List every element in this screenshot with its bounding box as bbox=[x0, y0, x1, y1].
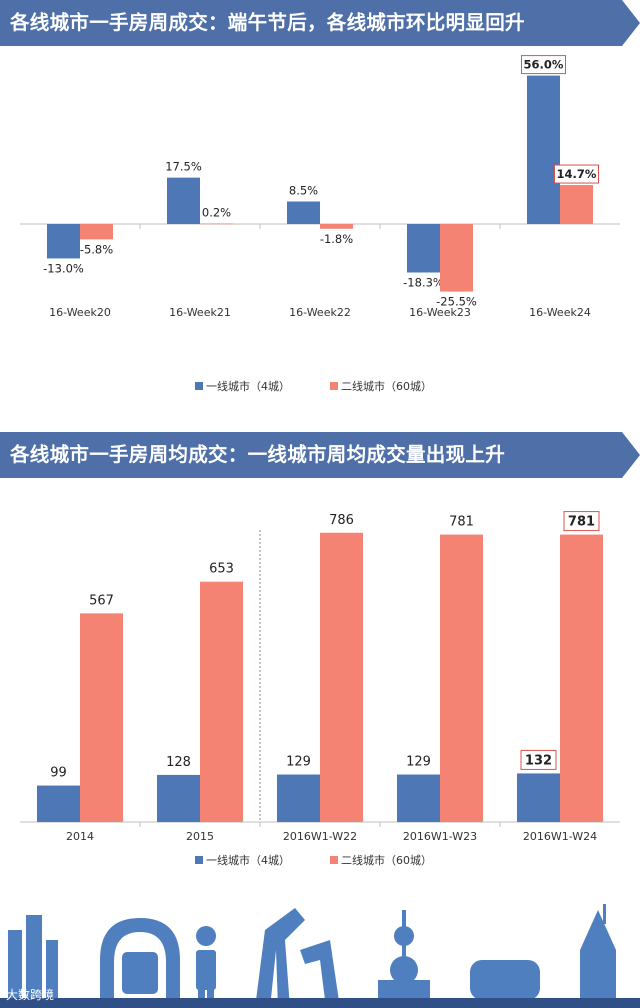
bar-tier2 bbox=[200, 223, 233, 225]
bar-tier2 bbox=[320, 224, 353, 229]
bar-tier1 bbox=[397, 774, 440, 822]
bar-tier1 bbox=[157, 774, 200, 822]
data-label: 99 bbox=[50, 766, 67, 781]
bar-tier1 bbox=[527, 75, 560, 224]
highlight-box bbox=[520, 749, 557, 770]
skyscraper-icon bbox=[580, 910, 616, 1008]
data-label: 653 bbox=[209, 562, 234, 577]
skyline-illustration bbox=[0, 904, 640, 1008]
data-label: 0.2% bbox=[202, 205, 231, 219]
x-tick-label: 2016W1-W23 bbox=[403, 830, 477, 843]
data-label: 129 bbox=[406, 755, 431, 770]
bar-tier2 bbox=[200, 581, 243, 822]
x-tick-label: 2016W1-W24 bbox=[523, 830, 597, 843]
data-label: 567 bbox=[89, 593, 114, 608]
chart1: 16-Week20 -13.0% -5.8% 16-Week21 17.5% 0.2% 16… bbox=[20, 55, 620, 393]
x-tick-label: 2016W1-W22 bbox=[283, 830, 357, 843]
legend-label: 一线城市（4城） bbox=[206, 379, 290, 393]
data-label: 781 bbox=[449, 515, 474, 530]
data-label: 781 bbox=[568, 515, 595, 530]
tower-icon bbox=[394, 926, 414, 946]
legend-swatch bbox=[330, 382, 338, 390]
bus-icon bbox=[470, 960, 540, 1000]
data-label: 14.7% bbox=[557, 167, 597, 181]
data-label: 56.0% bbox=[524, 58, 564, 72]
x-tick-label: 16-Week20 bbox=[49, 306, 111, 319]
x-tick-label: 16-Week21 bbox=[169, 306, 231, 319]
legend-label: 一线城市（4城） bbox=[206, 853, 290, 867]
data-label: -5.8% bbox=[80, 242, 113, 256]
tower-icon bbox=[390, 956, 418, 984]
data-label: 132 bbox=[525, 753, 552, 768]
data-label: -18.3% bbox=[403, 275, 444, 289]
data-label: 129 bbox=[286, 755, 311, 770]
legend-label: 二线城市（60城） bbox=[341, 379, 432, 393]
data-label: -25.5% bbox=[436, 295, 477, 309]
bar-tier1 bbox=[407, 224, 440, 273]
highlight-box bbox=[554, 164, 599, 184]
banner-background bbox=[0, 0, 640, 46]
person-icon bbox=[196, 950, 216, 990]
data-label: 786 bbox=[329, 513, 354, 528]
data-label: -13.0% bbox=[43, 261, 84, 275]
building-icon bbox=[300, 940, 340, 1008]
skyscraper-icon bbox=[603, 904, 606, 924]
bar-tier2 bbox=[440, 224, 473, 292]
legend-swatch bbox=[330, 856, 338, 864]
bar-tier2 bbox=[560, 185, 593, 224]
chart2-title: 各线城市一手房周均成交：一线城市周均成交量出现上升 bbox=[10, 443, 506, 466]
bar-tier1 bbox=[47, 224, 80, 259]
data-label: 17.5% bbox=[165, 160, 202, 174]
legend-label: 二线城市（60城） bbox=[341, 853, 432, 867]
bar-tier1 bbox=[287, 201, 320, 224]
data-label: -1.8% bbox=[320, 232, 353, 246]
chart2-banner: 各线城市一手房周均成交：一线城市周均成交量出现上升 bbox=[0, 432, 640, 482]
data-label: 8.5% bbox=[289, 183, 318, 197]
tower-icon bbox=[26, 915, 42, 1008]
chart1-title: 各线城市一手房周成交：端午节后，各线城市环比明显回升 bbox=[10, 11, 525, 34]
bar-tier1 bbox=[277, 774, 320, 822]
chart1-banner: 各线城市一手房周成交：端午节后，各线城市环比明显回升 bbox=[0, 0, 640, 50]
x-tick-label: 16-Week23 bbox=[409, 306, 471, 319]
ground-strip bbox=[0, 998, 640, 1008]
banner-background bbox=[0, 432, 640, 478]
bar-tier2 bbox=[440, 534, 483, 822]
x-tick-label: 16-Week22 bbox=[289, 306, 351, 319]
bar-tier2 bbox=[80, 224, 113, 240]
bar-tier2 bbox=[320, 532, 363, 822]
bar-tier2 bbox=[560, 534, 603, 822]
data-label: 128 bbox=[166, 755, 191, 770]
legend-swatch bbox=[195, 856, 203, 864]
x-tick-label: 16-Week24 bbox=[529, 306, 591, 319]
highlight-box bbox=[521, 55, 566, 75]
bar-tier1 bbox=[517, 773, 560, 822]
bar-tier1 bbox=[167, 177, 200, 224]
bar-tier1 bbox=[37, 785, 80, 822]
legend-swatch bbox=[195, 382, 203, 390]
bar-tier2 bbox=[80, 613, 123, 822]
chart2: 2014 99 567 2015 128 653 2016W1-W22 129 786 2016W… bbox=[20, 511, 620, 867]
x-tick-label: 2014 bbox=[66, 830, 94, 843]
train-icon bbox=[122, 952, 158, 994]
watermark: 大数跨境 bbox=[6, 988, 55, 1002]
tower-icon bbox=[8, 930, 22, 1008]
person-icon bbox=[196, 926, 216, 946]
building-icon bbox=[255, 908, 305, 1008]
highlight-box bbox=[563, 511, 600, 532]
tower-icon bbox=[46, 940, 58, 1008]
x-tick-label: 2015 bbox=[186, 830, 214, 843]
